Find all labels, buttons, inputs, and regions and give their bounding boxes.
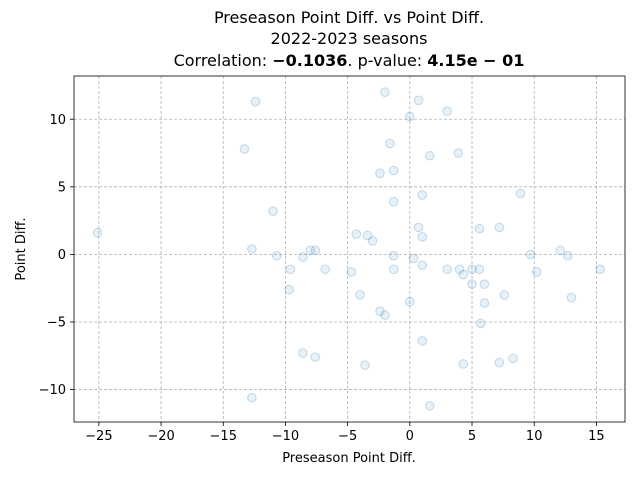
correlation-label: Correlation: [174,51,273,70]
y-tick-label: 10 [49,113,66,128]
data-points [92,87,605,411]
scatter-point [367,236,378,246]
y-tick-label: 0 [58,248,66,263]
scatter-point [375,306,385,316]
scatter-point [458,359,469,369]
scatter-point [467,279,477,289]
scatter-point [417,190,428,200]
correlation-value: −0.1036 [272,51,347,70]
chart-title: Preseason Point Diff. vs Point Diff. [214,8,484,27]
scatter-point [346,267,357,277]
scatter-point [284,284,294,295]
x-tick-label: −20 [147,429,174,444]
scatter-point [298,252,308,262]
scatter-point [475,318,486,329]
scatter-point [499,290,510,300]
scatter-point [442,106,452,116]
scatter-point [388,264,399,275]
scatter-point [424,150,435,161]
scatter-point [413,222,424,233]
scatter-point [417,232,428,242]
p-value-value: 4.15e − 01 [427,51,524,70]
scatter-point [442,264,452,275]
scatter-point [250,96,261,107]
scatter-point [494,222,505,233]
scatter-point [566,292,577,303]
x-tick-label: −15 [210,429,237,444]
scatter-point [562,250,573,261]
scatter-point [310,245,321,256]
scatter-point [479,279,490,289]
scatter-point [531,267,542,277]
x-tick-label: 10 [526,429,543,444]
scatter-point [355,290,365,300]
scatter-point [380,310,390,321]
scatter-point [298,348,308,358]
p-value-label: . p-value: [347,51,427,70]
scatter-point [247,392,257,403]
scatter-point [385,138,395,149]
scatter-point [320,264,331,275]
scatter-point [305,245,316,256]
x-tick-label: 5 [468,429,476,444]
scatter-point [417,336,428,346]
y-axis-ticks: −10 −5 0 5 10 [39,113,74,398]
scatter-point [388,250,399,261]
scatter-point [310,352,321,362]
scatter-point [424,400,435,411]
scatter-point [458,269,469,280]
x-tick-label: 0 [406,429,414,444]
scatter-point [380,87,390,98]
scatter-point [375,168,385,179]
x-tick-label: 15 [588,429,605,444]
grid-lines [74,76,625,422]
scatter-point [408,253,419,264]
scatter-point [351,229,362,239]
scatter-point [467,264,477,275]
chart-stats-line: Correlation: −0.1036. p-value: 4.15e − 0… [174,51,525,70]
scatter-point [453,148,464,158]
x-tick-label: −10 [272,429,299,444]
scatter-point [595,264,605,275]
scatter-point [360,360,370,371]
y-tick-label: −10 [39,383,66,398]
scatter-point [417,260,428,271]
scatter-point [362,230,373,241]
scatter-point [479,298,490,308]
scatter-point [247,244,257,254]
scatter-point [388,196,399,207]
scatter-point [285,264,296,275]
plot-frame [73,75,626,423]
scatter-point [405,296,415,307]
scatter-point [413,95,424,106]
y-axis-label: Point Diff. [14,217,29,280]
scatter-point [474,223,485,234]
scatter-point [388,165,399,176]
x-tick-label: −25 [85,429,112,444]
chart-subtitle: 2022-2023 seasons [271,29,428,48]
scatter-point [525,249,536,260]
scatter-point [268,206,278,216]
scatter-point [494,357,505,368]
scatter-point [555,245,566,256]
scatter-point [271,250,282,261]
x-axis-label: Preseason Point Diff. [282,451,416,466]
y-tick-label: −5 [47,315,66,330]
scatter-point [454,264,465,275]
scatter-point [405,111,415,122]
scatter-point [515,188,526,199]
scatter-point [239,144,250,154]
x-tick-label: −5 [338,429,357,444]
x-axis-ticks: −25 −20 −15 −10 −5 0 5 10 15 [85,422,605,444]
scatter-point [508,353,518,364]
scatter-point [474,264,485,275]
y-tick-label: 5 [58,180,66,195]
scatter-point [92,227,103,238]
